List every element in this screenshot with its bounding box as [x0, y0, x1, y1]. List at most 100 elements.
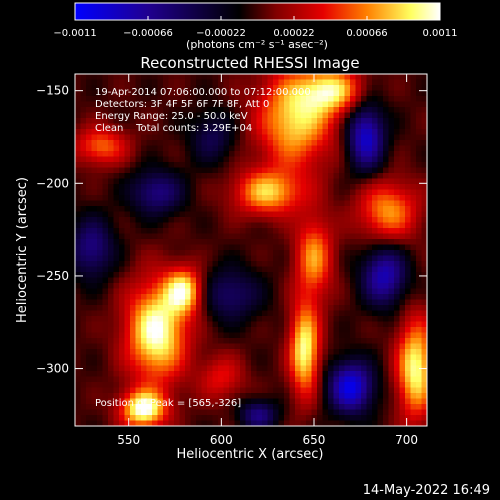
heatmap-cell: [75, 349, 81, 355]
heatmap-cell: [372, 239, 378, 245]
heatmap-cell: [328, 310, 334, 317]
heatmap-cell: [333, 134, 340, 141]
heatmap-cell: [322, 118, 329, 124]
heatmap-cell: [328, 371, 334, 377]
heatmap-cell: [350, 74, 356, 80]
heatmap-cell: [86, 162, 92, 168]
heatmap-cell: [361, 316, 367, 322]
heatmap-cell: [251, 343, 257, 350]
heatmap-cell: [322, 195, 329, 201]
heatmap-cell: [157, 90, 164, 97]
heatmap-cell: [388, 107, 395, 113]
heatmap-cell: [201, 277, 208, 284]
heatmap-cell: [124, 206, 131, 212]
heatmap-cell: [124, 222, 131, 229]
heatmap-cell: [97, 310, 103, 317]
heatmap-cell: [388, 283, 395, 289]
heatmap-cell: [163, 173, 169, 179]
heatmap-cell: [284, 195, 290, 201]
annotation-total-counts: Clean Total counts: 3.29E+04: [95, 123, 252, 134]
heatmap-cell: [141, 283, 147, 289]
heatmap-cell: [328, 162, 334, 168]
heatmap-cell: [322, 349, 329, 355]
heatmap-cell: [218, 233, 224, 240]
heatmap-cell: [339, 398, 345, 405]
heatmap-cell: [377, 167, 384, 174]
heatmap-cell: [322, 239, 329, 245]
heatmap-cell: [377, 376, 384, 383]
heatmap-cell: [113, 96, 120, 102]
heatmap-cell: [322, 96, 329, 102]
heatmap-cell: [135, 360, 142, 366]
heatmap-cell: [168, 310, 175, 317]
heatmap-cell: [405, 167, 411, 174]
heatmap-cell: [240, 134, 246, 141]
heatmap-cell: [388, 123, 395, 130]
heatmap-cell: [366, 244, 373, 251]
heatmap-cell: [229, 294, 235, 300]
heatmap-cell: [262, 277, 268, 284]
heatmap-cell: [108, 354, 114, 361]
heatmap-cell: [229, 118, 235, 124]
heatmap-cell: [135, 398, 142, 405]
heatmap-cell: [174, 371, 180, 377]
heatmap-cell: [212, 299, 219, 306]
heatmap-cell: [284, 365, 290, 372]
heatmap-cell: [212, 244, 219, 251]
heatmap-cell: [339, 206, 345, 212]
heatmap-cell: [377, 272, 384, 278]
heatmap-cell: [91, 371, 98, 377]
heatmap-cell: [141, 299, 147, 306]
heatmap-cell: [201, 145, 208, 152]
heatmap-cell: [306, 200, 312, 207]
heatmap-cell: [97, 162, 103, 168]
heatmap-cell: [135, 365, 142, 372]
heatmap-cell: [262, 338, 268, 344]
heatmap-cell: [322, 101, 329, 108]
heatmap-cell: [399, 156, 406, 163]
heatmap-cell: [86, 393, 92, 399]
heatmap-cell: [366, 184, 373, 190]
heatmap-cell: [355, 123, 362, 130]
heatmap-cell: [295, 178, 301, 185]
heatmap-cell: [157, 107, 164, 113]
heatmap-cell: [256, 371, 263, 377]
heatmap-cell: [207, 420, 213, 427]
heatmap-cell: [91, 74, 98, 80]
heatmap-cell: [141, 255, 147, 262]
heatmap-cell: [267, 123, 274, 130]
heatmap-cell: [366, 288, 373, 295]
heatmap-cell: [130, 393, 136, 399]
heatmap-cell: [135, 195, 142, 201]
heatmap-cell: [245, 145, 252, 152]
heatmap-cell: [223, 206, 230, 212]
heatmap-cell: [372, 107, 378, 113]
heatmap-cell: [212, 398, 219, 405]
heatmap-cell: [157, 371, 164, 377]
heatmap-cell: [97, 189, 103, 196]
heatmap-cell: [328, 382, 334, 388]
heatmap-cell: [102, 360, 109, 366]
heatmap-cell: [284, 288, 290, 295]
heatmap-cell: [300, 112, 307, 119]
heatmap-cell: [306, 382, 312, 388]
heatmap-cell: [163, 294, 169, 300]
heatmap-cell: [405, 404, 411, 410]
heatmap-cell: [174, 360, 180, 366]
heatmap-cell: [157, 360, 164, 366]
heatmap-cell: [306, 288, 312, 295]
heatmap-cell: [124, 294, 131, 300]
heatmap-cell: [289, 123, 296, 130]
heatmap-cell: [289, 376, 296, 383]
heatmap-cell: [168, 376, 175, 383]
heatmap-cell: [278, 184, 285, 190]
heatmap-cell: [218, 360, 224, 366]
heatmap-cell: [311, 96, 318, 102]
heatmap-cell: [240, 382, 246, 388]
heatmap-cell: [416, 387, 422, 394]
heatmap-cell: [102, 299, 109, 306]
heatmap-cell: [234, 327, 241, 333]
heatmap-cell: [350, 310, 356, 317]
heatmap-cell: [86, 107, 92, 113]
heatmap-cell: [251, 112, 257, 119]
